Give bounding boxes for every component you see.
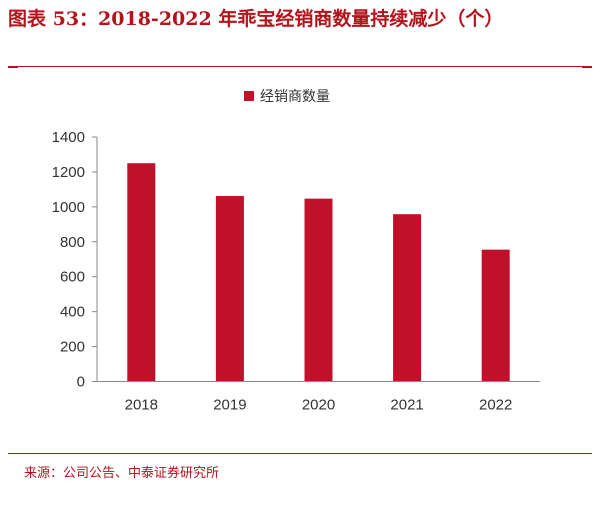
divider-tick-right [582,66,592,68]
bars [127,163,510,382]
bar-chart: 经销商数量 0 200 400 600 800 1000 1200 1400 2018 2019… [52,89,540,414]
chart-title: 图表 53：2018-2022 年乖宝经销商数量持续减少（个） [8,8,504,30]
divider-tick-left [8,66,18,68]
title-divider [8,66,592,67]
footer-divider [8,453,592,454]
bar [127,163,156,382]
y-tick-label: 400 [60,304,85,321]
bar [393,214,422,382]
x-tick-label: 2019 [213,397,246,414]
bar [215,196,244,382]
x-axis: 2018 2019 2020 2021 2022 [97,381,540,414]
y-tick-label: 0 [77,374,85,391]
y-tick-label: 1400 [52,129,85,146]
x-tick-label: 2021 [390,397,423,414]
y-tick-label: 800 [60,234,85,251]
legend-swatch [244,91,254,101]
bar [304,198,333,382]
source-note: 来源：公司公告、中泰证券研究所 [24,466,220,481]
y-tick-label: 1000 [52,199,85,216]
x-tick-label: 2018 [125,397,158,414]
y-tick-label: 600 [60,269,85,286]
y-axis: 0 200 400 600 800 1000 1200 1400 [52,129,98,391]
y-tick-label: 200 [60,339,85,356]
legend: 经销商数量 [244,89,330,105]
bar [481,249,510,382]
x-tick-label: 2020 [302,397,335,414]
legend-label: 经销商数量 [260,89,330,105]
y-tick-label: 1200 [52,164,85,181]
x-tick-label: 2022 [479,397,512,414]
